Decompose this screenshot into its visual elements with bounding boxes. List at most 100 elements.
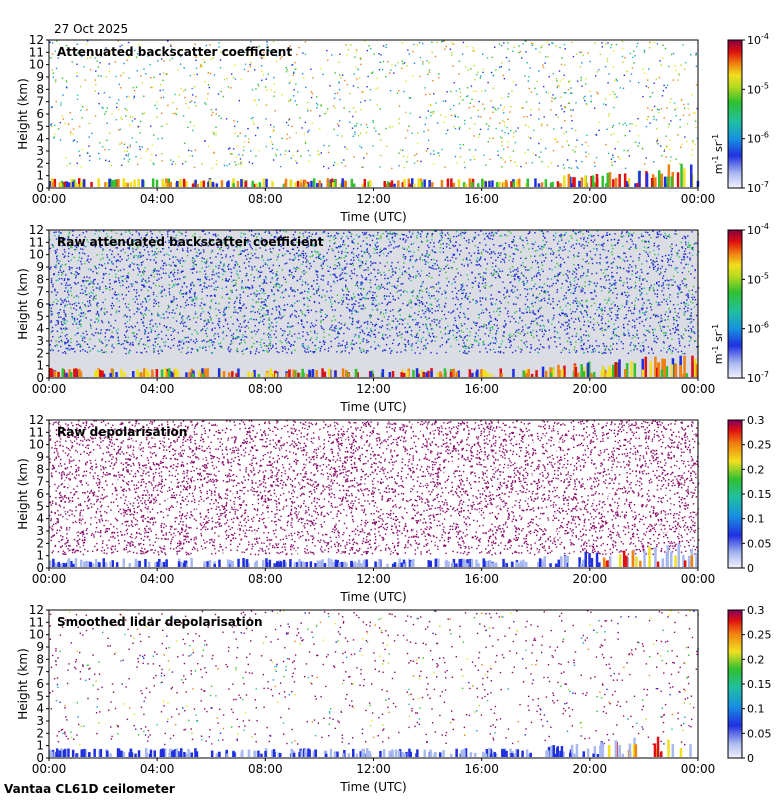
y-tick-label: 9 [36, 70, 44, 84]
colorbar-tick-label: 0.05 [747, 537, 772, 550]
y-tick-label: 7 [36, 475, 44, 489]
y-tick-label: 1 [36, 549, 44, 563]
x-tick-label: 00:00 [681, 572, 716, 586]
y-tick-label: 1 [36, 739, 44, 753]
x-tick-label: 12:00 [356, 762, 391, 776]
x-tick-label: 12:00 [356, 382, 391, 396]
colorbar-tick-label: 0.1 [747, 513, 765, 526]
chart-title: Attenuated backscatter coefficient [57, 45, 292, 59]
x-tick-label: 00:00 [32, 572, 67, 586]
data-field [49, 230, 700, 355]
y-axis-label: Height (km) [16, 78, 30, 149]
y-tick-label: 2 [36, 156, 44, 170]
y-tick-label: 8 [36, 652, 44, 666]
y-tick-label: 2 [36, 536, 44, 550]
y-tick-label: 0 [36, 181, 44, 195]
y-tick-label: 8 [36, 82, 44, 96]
colorbar-gradient [727, 229, 743, 379]
colorbar-tick-label: 0.3 [747, 414, 765, 427]
colorbar-tick-label: 10-6 [747, 131, 769, 146]
x-tick-label: 00:00 [681, 382, 716, 396]
y-tick-label: 10 [29, 58, 44, 72]
y-tick-label: 10 [29, 248, 44, 262]
y-tick-label: 12 [29, 413, 44, 427]
y-tick-label: 12 [29, 603, 44, 617]
chart-title: Raw depolarisation [57, 425, 187, 439]
colorbar-gradient [727, 609, 743, 759]
y-tick-label: 8 [36, 272, 44, 286]
x-tick-label: 20:00 [573, 572, 608, 586]
colorbar-tick-label: 10-7 [747, 370, 769, 385]
y-tick-label: 4 [36, 512, 44, 526]
y-tick-label: 9 [36, 640, 44, 654]
plot-area [49, 40, 698, 188]
y-tick-label: 6 [36, 487, 44, 501]
y-tick-label: 3 [36, 144, 44, 158]
x-tick-label: 16:00 [464, 192, 499, 206]
y-tick-label: 7 [36, 285, 44, 299]
x-tick-label: 00:00 [32, 192, 67, 206]
y-tick-label: 11 [29, 425, 44, 439]
y-tick-label: 2 [36, 726, 44, 740]
y-tick-label: 0 [36, 371, 44, 385]
x-tick-label: 00:00 [681, 192, 716, 206]
y-tick-label: 9 [36, 260, 44, 274]
colorbar-tick-label: 10-4 [747, 32, 769, 47]
y-tick-label: 9 [36, 450, 44, 464]
y-tick-label: 0 [36, 751, 44, 765]
colorbar-tick-label: 0.2 [747, 463, 765, 476]
y-tick-label: 1 [36, 359, 44, 373]
figure-date: 27 Oct 2025 [54, 22, 128, 36]
x-tick-label: 20:00 [573, 382, 608, 396]
boundary-layer [49, 163, 700, 187]
y-tick-label: 3 [36, 334, 44, 348]
colorbar-tick-label: 0 [747, 752, 754, 765]
plot-area [49, 610, 698, 758]
y-tick-label: 11 [29, 615, 44, 629]
colorbar-tick-label: 10-6 [747, 321, 769, 336]
x-tick-label: 08:00 [248, 192, 283, 206]
colorbar-tick-label: 0 [747, 562, 754, 575]
y-tick-label: 7 [36, 95, 44, 109]
x-axis-label: Time (UTC) [339, 400, 406, 414]
x-axis-label: Time (UTC) [339, 780, 406, 794]
y-axis-label: Height (km) [16, 268, 30, 339]
colorbar-tick-label: 10-4 [747, 222, 769, 237]
y-tick-label: 12 [29, 223, 44, 237]
colorbar-tick-label: 10-5 [747, 271, 769, 286]
colorbar-gradient [727, 39, 743, 189]
y-tick-label: 11 [29, 235, 44, 249]
colorbar-tick-label: 0.05 [747, 727, 772, 740]
y-tick-label: 6 [36, 297, 44, 311]
y-tick-label: 12 [29, 33, 44, 47]
data-field [49, 420, 700, 556]
x-tick-label: 04:00 [140, 572, 175, 586]
y-axis-label: Height (km) [16, 648, 30, 719]
x-tick-label: 08:00 [248, 762, 283, 776]
colorbar-unit: m-1 sr-1 [711, 134, 725, 174]
colorbar: 0 0.05 0.1 0.15 0.2 0.25 0.3 [727, 414, 772, 575]
colorbar-tick-label: 0.15 [747, 488, 772, 501]
x-tick-label: 16:00 [464, 572, 499, 586]
y-tick-label: 11 [29, 45, 44, 59]
y-tick-label: 2 [36, 346, 44, 360]
x-tick-label: 08:00 [248, 382, 283, 396]
x-tick-label: 12:00 [356, 192, 391, 206]
x-tick-label: 00:00 [681, 762, 716, 776]
y-tick-label: 5 [36, 309, 44, 323]
x-tick-label: 04:00 [140, 192, 175, 206]
y-tick-label: 1 [36, 169, 44, 183]
colorbar: 10-7 10-6 10-5 10-4 m-1 sr-1 [711, 222, 769, 385]
station-label: Vantaa CL61D ceilometer [4, 782, 175, 796]
boundary-layer [49, 736, 692, 757]
x-tick-label: 12:00 [356, 572, 391, 586]
y-tick-label: 5 [36, 499, 44, 513]
y-tick-label: 4 [36, 702, 44, 716]
x-tick-label: 00:00 [32, 382, 67, 396]
y-tick-label: 10 [29, 438, 44, 452]
